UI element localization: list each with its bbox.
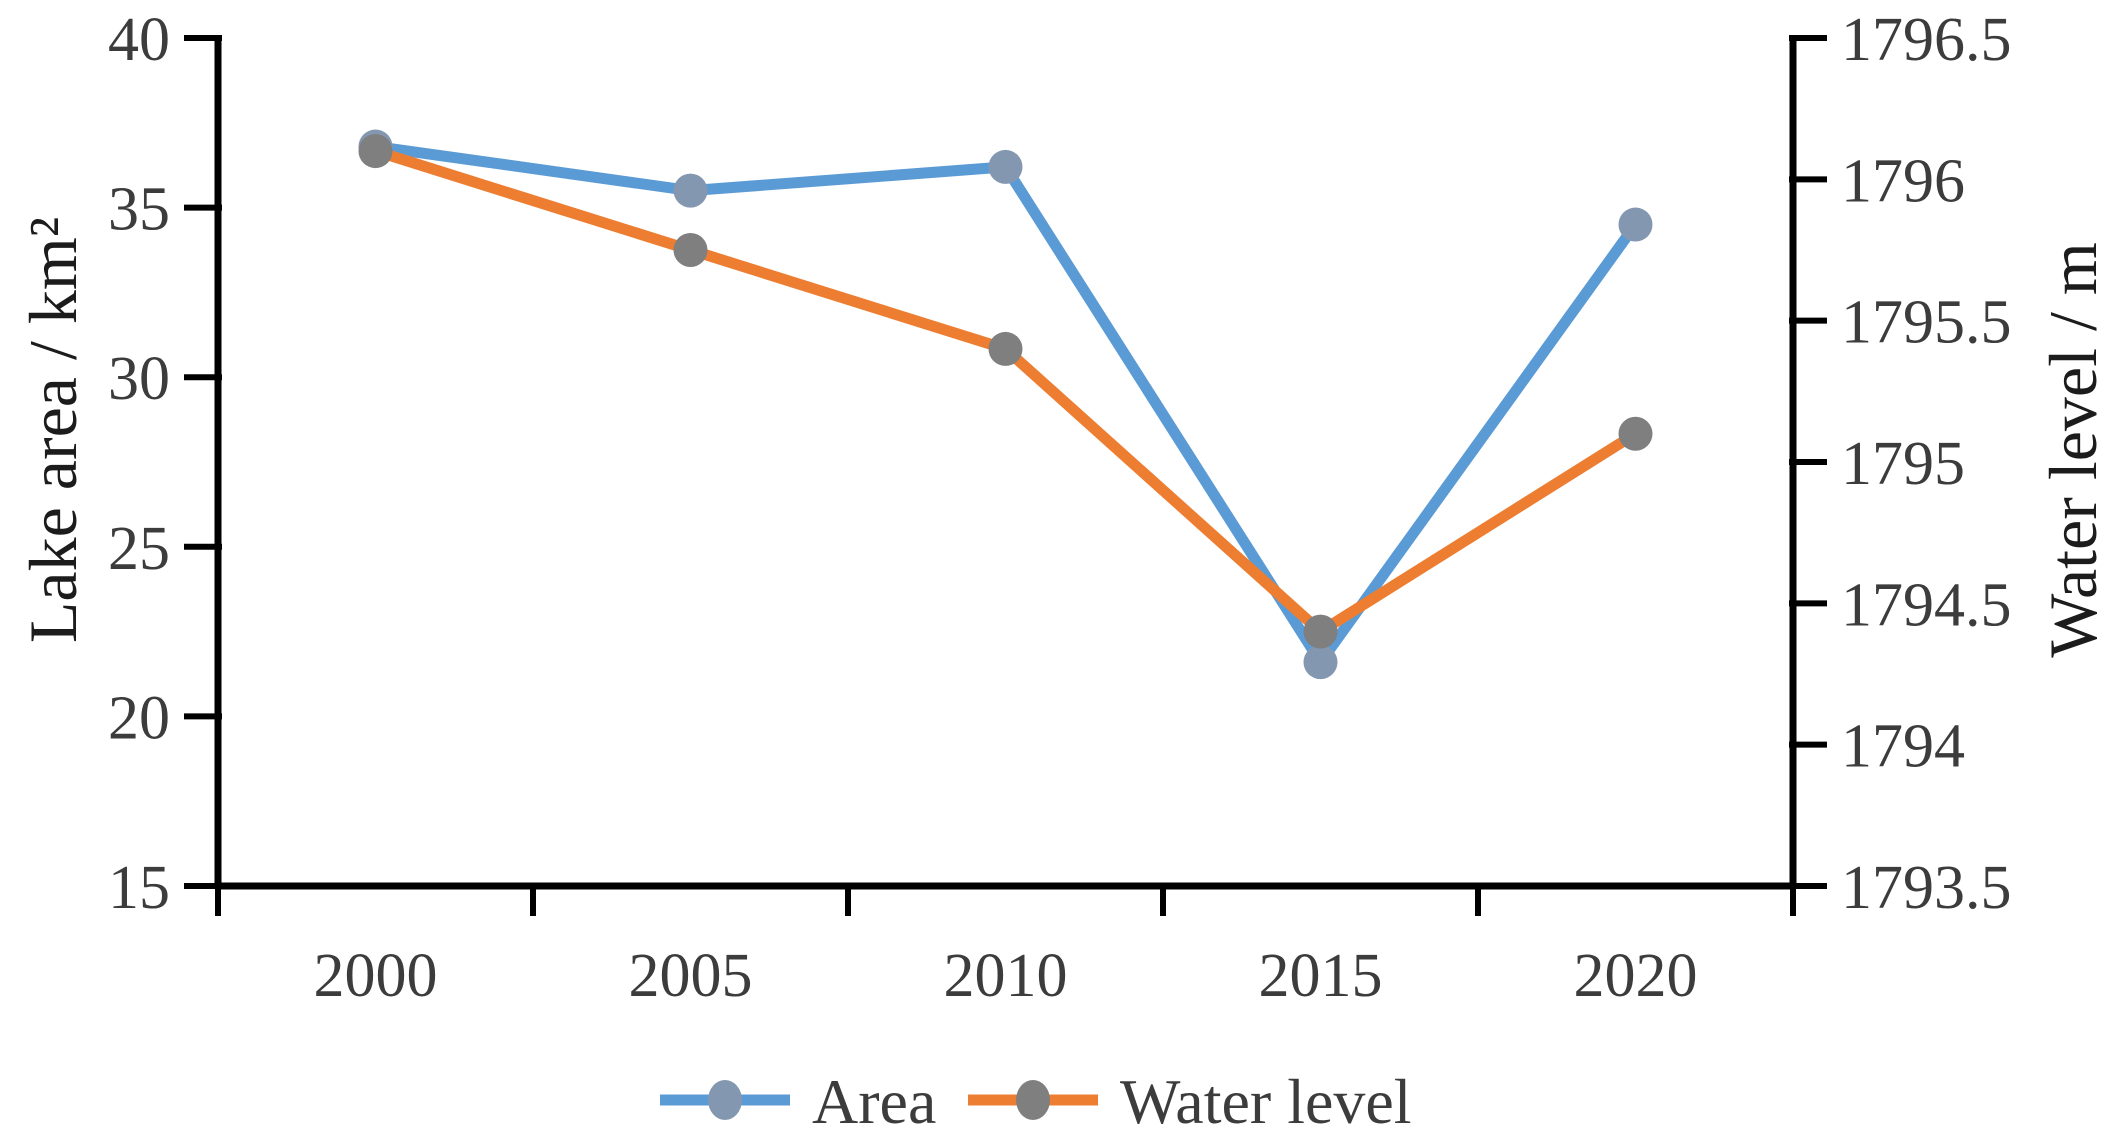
series-lines (370, 141, 1641, 668)
data-point-water-level (1618, 416, 1653, 451)
x-tick-label: 2020 (1574, 942, 1698, 1010)
data-point-water-level (673, 233, 708, 267)
data-point-water-level (358, 134, 393, 169)
data-point-area (1618, 207, 1653, 242)
right-axis-ticks: 1796.5 1796 1795.5 1795 1794.5 1794 1793.5 (1789, 6, 2012, 922)
legend-marker-area (708, 1080, 742, 1120)
data-point-water-level (1303, 614, 1338, 649)
legend-item-area: Area (660, 1066, 936, 1137)
legend-label-area: Area (812, 1066, 936, 1137)
left-axis-ticks: 40 35 30 25 20 15 (108, 6, 222, 922)
left-axis-title: Lake area / km² (15, 217, 91, 643)
right-tick-label: 1793.5 (1841, 854, 2012, 922)
legend-label-water-level: Water level (1120, 1066, 1412, 1137)
left-tick-label: 20 (108, 684, 170, 752)
legend-item-water-level: Water level (968, 1066, 1412, 1137)
right-tick-label: 1796.5 (1841, 6, 2012, 74)
x-tick-label: 2000 (314, 942, 438, 1010)
left-tick-label: 15 (108, 854, 170, 922)
x-axis-ticks: 2000 2005 2010 2015 2020 (215, 886, 1796, 1010)
left-tick-label: 35 (108, 176, 170, 244)
data-point-water-level (988, 331, 1023, 366)
legend-marker-water-level (1016, 1080, 1050, 1120)
x-tick-label: 2005 (629, 942, 753, 1010)
series-line-water-level (370, 145, 1641, 638)
series-markers (358, 129, 1653, 680)
data-point-area (1303, 645, 1338, 680)
right-tick-label: 1794.5 (1841, 571, 2012, 639)
left-tick-label: 25 (108, 515, 170, 583)
right-axis-title: Water level / m (2035, 242, 2111, 658)
x-tick-label: 2010 (944, 942, 1068, 1010)
right-tick-label: 1795.5 (1841, 289, 2012, 357)
series-line-area (370, 141, 1641, 668)
right-tick-label: 1796 (1841, 147, 1965, 215)
left-tick-label: 40 (108, 6, 170, 74)
right-tick-label: 1794 (1841, 713, 1965, 781)
right-tick-label: 1795 (1841, 430, 1965, 498)
data-point-area (673, 173, 708, 208)
data-point-area (988, 149, 1023, 184)
left-tick-label: 30 (108, 345, 170, 413)
legend: Area Water level (660, 1066, 1412, 1137)
x-tick-label: 2015 (1259, 942, 1383, 1010)
